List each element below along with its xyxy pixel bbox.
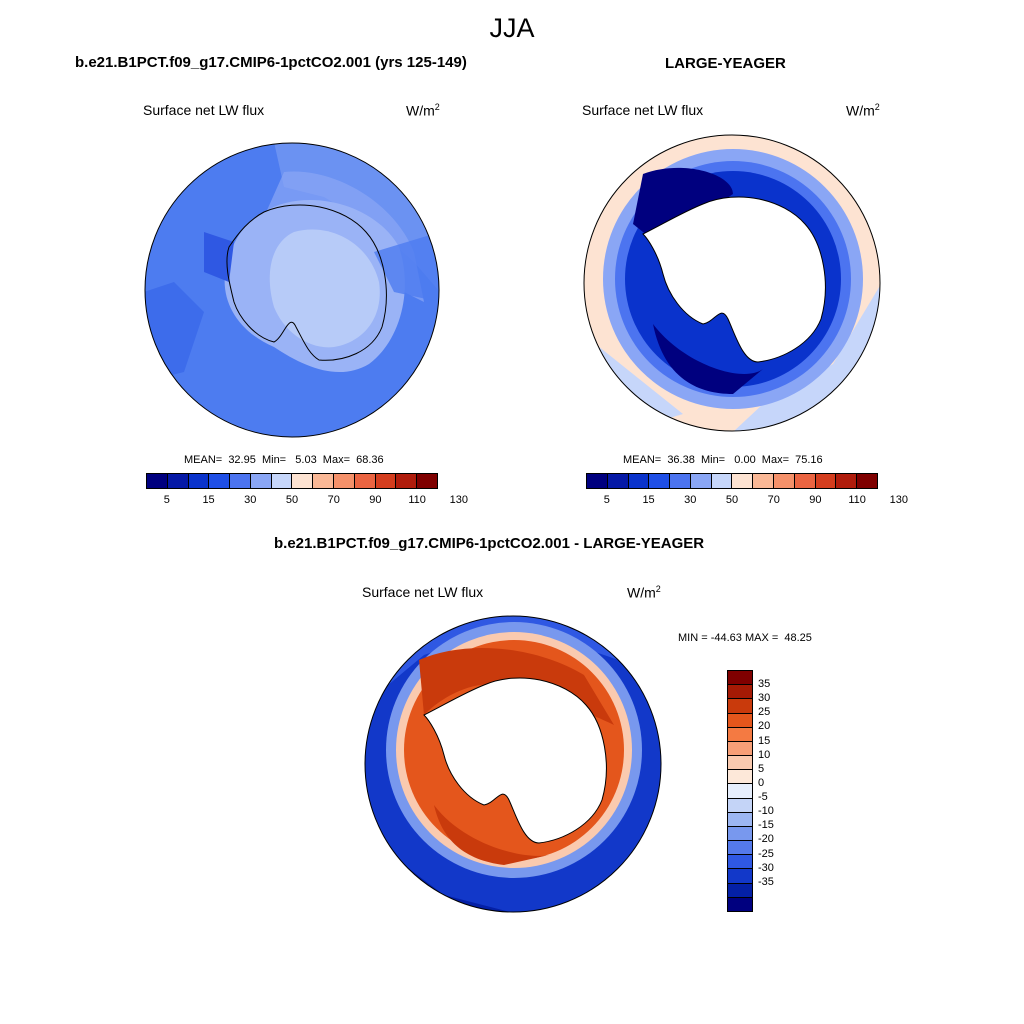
obs-colorbar-swatch [628,474,650,488]
diff-colorbar-swatch [728,841,752,856]
obs-colorbar-ticks: 5 15 30 50 70 90 110 130 [586,494,908,508]
model-colorbar-swatch [417,474,437,488]
model-colorbar-ticks: 5 15 30 50 70 90 110 130 [146,494,468,508]
diff-colorbar-swatch [728,685,752,700]
diff-colorbar-tick-label: -25 [758,847,774,860]
model-colorbar-swatch [230,474,251,488]
diff-colorbar-swatch [728,770,752,785]
diff-colorbar-swatch [728,897,752,911]
diff-colorbar-tick-label: 30 [758,692,771,705]
model-colorbar-swatch [147,474,168,488]
obs-colorbar-tick-label: 15 [642,494,655,506]
model-colorbar [146,473,438,489]
model-colorbar-tick-label: 130 [449,494,469,506]
model-units-label: W/m2 [406,102,440,119]
model-colorbar-tick-label: 90 [369,494,382,506]
obs-panel-title: LARGE-YEAGER [665,55,786,72]
obs-colorbar-swatch [670,474,691,488]
diff-units-label: W/m2 [627,584,661,601]
obs-variable-label: Surface net LW flux [582,102,704,118]
diff-colorbar-tick-label: 0 [758,776,765,789]
model-colorbar-tick-label: 15 [202,494,215,506]
model-colorbar-swatch [250,474,272,488]
obs-colorbar-swatch [649,474,671,488]
model-variable-label: Surface net LW flux [143,102,265,118]
model-colorbar-swatch [292,474,314,488]
obs-colorbar-swatch [690,474,712,488]
model-colorbar-tick-label: 110 [408,494,426,506]
diff-colorbar-swatch [728,798,752,813]
model-colorbar-tick-label: 50 [285,494,299,506]
diff-colorbar-swatch [728,784,752,799]
obs-colorbar-swatch [587,474,608,488]
diff-colorbar-swatch [728,699,752,714]
model-colorbar-swatch [375,474,397,488]
diff-colorbar-tick-label: -30 [758,861,774,874]
diff-panel-title: b.e21.B1PCT.f09_g17.CMIP6-1pctCO2.001 - … [274,535,705,552]
diff-colorbar-ticks: 35 30 25 20 15 10 5 0 -5 -10 -15 -20 -25 -30 -35 [758,670,798,910]
obs-colorbar-tick-label: 110 [848,494,866,506]
diff-colorbar-swatch [728,826,752,842]
model-stats: MEAN= 32.95 Min= 5.03 Max= 68.36 [184,454,384,466]
diff-colorbar-tick-label: -10 [758,805,774,818]
model-colorbar-swatch [396,474,418,488]
diff-colorbar-tick-label: 15 [758,734,771,747]
diff-colorbar-tick-label: 5 [758,762,765,775]
obs-colorbar-swatch [815,474,837,488]
model-colorbar-tick-label: 5 [163,494,170,506]
diff-colorbar-swatch [728,671,752,686]
obs-colorbar-swatch [857,474,877,488]
diff-colorbar-swatch [728,741,752,757]
obs-colorbar-swatch [774,474,795,488]
diff-colorbar-swatch [728,713,752,728]
diff-colorbar-tick-label: 20 [758,720,771,733]
model-colorbar-swatch [167,474,189,488]
model-colorbar-tick-label: 70 [327,494,340,506]
model-colorbar-swatch [334,474,355,488]
diff-colorbar-tick-label: 10 [758,748,771,761]
obs-stats: MEAN= 36.38 Min= 0.00 Max= 75.16 [623,454,823,466]
main-title: JJA [489,13,535,43]
model-colorbar-swatch [313,474,335,488]
obs-colorbar-swatch [836,474,858,488]
diff-colorbar-tick-label: -5 [758,791,768,804]
model-colorbar-swatch [354,474,376,488]
diff-colorbar [727,670,753,912]
obs-colorbar [586,473,878,489]
diff-colorbar-swatch [728,812,752,827]
diff-variable-label: Surface net LW flux [362,584,484,600]
diff-colorbar-swatch [728,727,752,742]
diff-colorbar-tick-label: 25 [758,706,771,719]
diff-colorbar-tick-label: -35 [758,875,774,888]
model-colorbar-tick-label: 30 [244,494,257,506]
obs-colorbar-tick-label: 50 [725,494,739,506]
obs-colorbar-swatch [732,474,754,488]
obs-colorbar-tick-label: 5 [603,494,610,506]
diff-colorbar-swatch [728,855,752,870]
diff-colorbar-swatch [728,756,752,771]
model-colorbar-swatch [271,474,293,488]
obs-colorbar-swatch [711,474,733,488]
diff-colorbar-tick-label: -15 [758,819,774,832]
obs-colorbar-swatch [753,474,775,488]
diff-colorbar-tick-label: -20 [758,833,774,846]
obs-colorbar-tick-label: 70 [767,494,780,506]
model-polar-map [144,142,440,438]
diff-colorbar-tick-label: 35 [758,678,771,691]
diff-colorbar-swatch [728,869,752,884]
obs-units-label: W/m2 [846,102,880,119]
model-colorbar-swatch [209,474,231,488]
obs-colorbar-tick-label: 130 [889,494,909,506]
diff-colorbar-swatch [728,883,752,898]
diff-polar-map [364,615,662,913]
model-colorbar-swatch [188,474,210,488]
diff-stats: MIN = -44.63 MAX = 48.25 [678,632,812,644]
obs-colorbar-swatch [794,474,816,488]
obs-colorbar-swatch [607,474,629,488]
obs-polar-map [583,134,881,432]
obs-colorbar-tick-label: 90 [809,494,822,506]
obs-colorbar-tick-label: 30 [684,494,697,506]
model-panel-title: b.e21.B1PCT.f09_g17.CMIP6-1pctCO2.001 (y… [75,54,467,71]
